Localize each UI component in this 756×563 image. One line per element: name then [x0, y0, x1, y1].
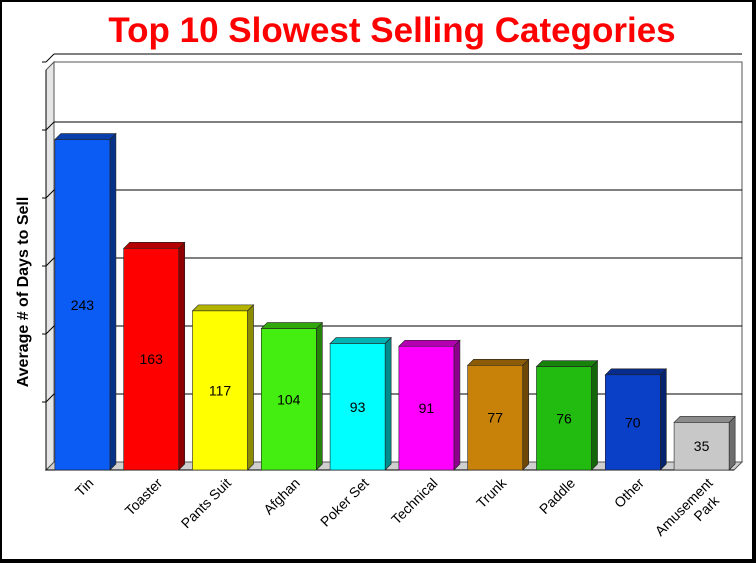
x-tick-label-line: Tin — [72, 475, 97, 500]
bar-side — [453, 339, 461, 471]
gridline-wall — [45, 393, 55, 403]
gridline-wall — [45, 121, 55, 131]
bar-top — [673, 416, 736, 423]
x-tick-label-line: Afghan — [260, 475, 303, 518]
x-tick-label: Tin — [72, 475, 97, 500]
bar — [467, 364, 524, 471]
bar — [398, 345, 455, 471]
data-label: 93 — [350, 399, 366, 415]
y-axis-label: Average # of Days to Sell — [15, 197, 32, 388]
gridline-wall — [45, 53, 55, 63]
bar-side — [660, 368, 667, 471]
x-tick-label-line: Trunk — [473, 474, 510, 511]
x-tick-label-line: Pants Suit — [178, 475, 235, 532]
x-tick-label: Afghan — [260, 475, 303, 518]
data-label: 70 — [625, 414, 641, 430]
bar-side — [591, 359, 598, 471]
bar — [536, 366, 592, 471]
bar-top — [604, 368, 668, 376]
x-tick-label-line: Other — [611, 475, 647, 511]
bar — [54, 139, 111, 471]
x-tick-label-line: Paddle — [536, 475, 578, 517]
data-label: 77 — [487, 410, 503, 426]
bar-top — [54, 133, 117, 140]
data-label: 243 — [71, 297, 95, 313]
plot-area: 243 Tin 163 Toaster 117 Pants Suit 104 Afghan 93… — [42, 53, 744, 551]
bar-side — [247, 304, 254, 471]
bar-top — [466, 358, 530, 366]
bar-side — [522, 358, 530, 471]
x-tick-label: Other — [611, 475, 647, 511]
bar-side — [178, 241, 186, 471]
gridline-wall — [45, 189, 55, 199]
chart-title: Top 10 Slowest Selling Categories — [108, 11, 675, 50]
bar — [673, 422, 730, 471]
data-label: 104 — [277, 391, 301, 407]
bar-side — [316, 321, 323, 471]
data-label: 76 — [556, 410, 572, 426]
bar-top — [260, 322, 324, 329]
data-label: 91 — [419, 400, 435, 416]
x-tick-label: Trunk — [473, 474, 510, 511]
bar — [192, 310, 248, 471]
x-tick-label: Toaster — [122, 475, 166, 519]
x-tick-label-line: Poker Set — [317, 475, 372, 530]
x-tick-label-line: Technical — [388, 475, 441, 528]
bar-side — [109, 132, 117, 471]
x-tick-label: Poker Set — [317, 475, 372, 530]
data-label: 35 — [694, 438, 710, 454]
x-tick-label: Technical — [388, 475, 441, 528]
x-tick-label: Paddle — [536, 475, 578, 517]
gridline-wall — [45, 257, 55, 267]
x-tick-label: Pants Suit — [178, 475, 235, 532]
bar-top — [535, 360, 599, 367]
bar — [123, 248, 180, 471]
bar-top — [191, 304, 255, 312]
data-label: 163 — [140, 351, 164, 367]
bar-side — [384, 336, 392, 471]
x-tick-label-line: Toaster — [122, 475, 166, 519]
bar — [604, 374, 661, 471]
bar-top — [398, 339, 461, 347]
x-tick-label: AmusementPark — [652, 475, 728, 551]
data-label: 117 — [209, 382, 232, 398]
bar-top — [122, 242, 186, 249]
bar-top — [329, 337, 392, 344]
bar — [329, 343, 386, 471]
gridline-wall — [45, 325, 55, 335]
bar — [260, 328, 317, 471]
bar-side — [728, 415, 736, 471]
